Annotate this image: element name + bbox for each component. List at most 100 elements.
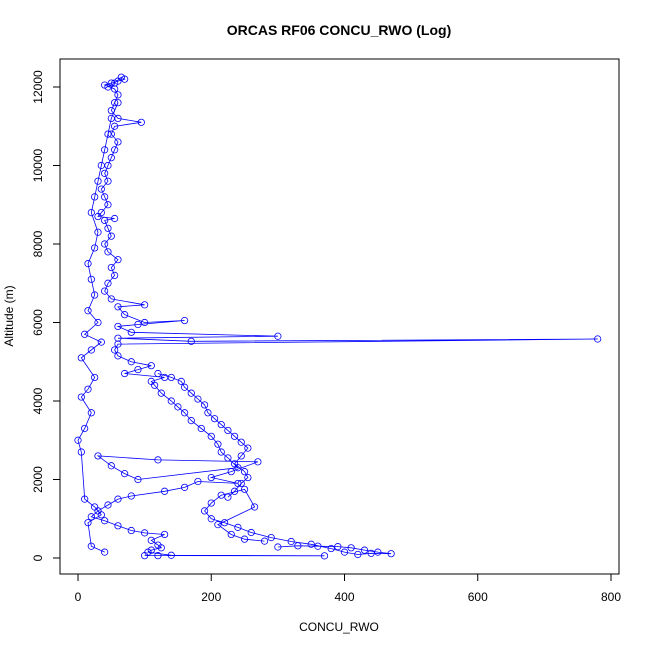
data-point [107, 114, 115, 123]
y-axis: 0 2000 4000 6000 8000 10000 12000 [31, 70, 61, 561]
data-point [104, 279, 112, 287]
data-point [327, 544, 335, 553]
data-point [177, 377, 185, 385]
data-point [111, 79, 119, 87]
data-point [244, 473, 252, 482]
data-point [127, 492, 135, 500]
data-point [187, 337, 195, 345]
data-point [217, 420, 225, 429]
data-point [204, 409, 212, 417]
data-point [84, 519, 92, 527]
data-point [181, 483, 189, 491]
data-point [374, 548, 382, 556]
data-point [360, 546, 369, 554]
data-point [101, 548, 109, 556]
data-point [141, 301, 149, 309]
data-point [111, 271, 119, 279]
data-point [387, 550, 395, 558]
data-point [111, 85, 119, 93]
data-point [111, 346, 119, 354]
data-point [154, 369, 162, 378]
data-point [91, 503, 99, 511]
data-point [107, 106, 115, 115]
data-point [87, 346, 95, 354]
data-point [320, 552, 329, 560]
data-point [594, 335, 602, 343]
data-point [224, 426, 232, 435]
y-tick-label: 4000 [31, 387, 45, 414]
data-point [294, 542, 302, 550]
data-point [167, 397, 175, 405]
data-point [137, 118, 145, 126]
data-point [101, 517, 109, 525]
data-point [111, 99, 119, 107]
data-point [114, 99, 122, 107]
data-point [97, 338, 105, 346]
data-point [84, 260, 92, 268]
data-point [87, 209, 95, 217]
data-point [107, 295, 115, 303]
data-point [134, 320, 142, 329]
data-point [104, 201, 112, 209]
data-point [134, 475, 142, 484]
data-point [237, 479, 245, 488]
series-lines [77, 76, 598, 557]
data-point [240, 485, 249, 493]
data-point [114, 91, 122, 99]
x-tick-label: 400 [334, 590, 354, 604]
x-axis: 0 200 400 600 800 [75, 573, 621, 604]
data-point [210, 415, 219, 423]
data-point [101, 216, 109, 225]
data-point [267, 533, 275, 542]
data-point [114, 138, 122, 146]
x-tick-label: 600 [468, 590, 488, 604]
y-tick-label: 2000 [31, 466, 45, 493]
y-axis-label: Altitude (m) [2, 285, 16, 346]
data-point [194, 477, 202, 486]
data-point [340, 548, 349, 556]
data-point [230, 487, 239, 495]
data-point [224, 454, 232, 462]
data-point [101, 169, 109, 177]
data-point [94, 228, 102, 236]
x-tick-label: 200 [201, 590, 221, 604]
data-point [227, 468, 235, 476]
data-point [127, 526, 135, 535]
data-point [154, 456, 162, 464]
x-tick-label: 0 [75, 590, 82, 604]
data-point [107, 154, 115, 162]
y-tick-label: 8000 [31, 230, 45, 257]
data-point [194, 395, 202, 403]
data-point [167, 373, 175, 382]
data-point [161, 487, 169, 495]
data-point [111, 146, 119, 154]
data-point [217, 491, 225, 499]
data-point [101, 240, 109, 248]
data-point [237, 452, 245, 460]
data-point [274, 543, 282, 551]
data-point [114, 495, 122, 503]
data-point [234, 479, 242, 488]
data-point [101, 193, 109, 201]
data-point [314, 542, 322, 550]
data-point [87, 513, 95, 521]
data-point [97, 185, 105, 193]
data-point [104, 83, 112, 91]
data-point [240, 535, 249, 543]
data-point [237, 438, 245, 446]
data-point [114, 340, 122, 348]
data-point [154, 541, 162, 549]
data-point [87, 409, 95, 417]
data-point [81, 330, 89, 338]
data-point [347, 544, 355, 552]
data-point [254, 458, 262, 466]
y-tick-label: 0 [31, 554, 45, 561]
data-point [154, 552, 162, 560]
y-tick-label: 6000 [31, 309, 45, 336]
data-point [104, 224, 112, 232]
data-point [84, 385, 92, 393]
data-point [91, 193, 99, 201]
data-point [77, 354, 85, 362]
data-point [200, 507, 209, 515]
data-point [111, 214, 119, 223]
